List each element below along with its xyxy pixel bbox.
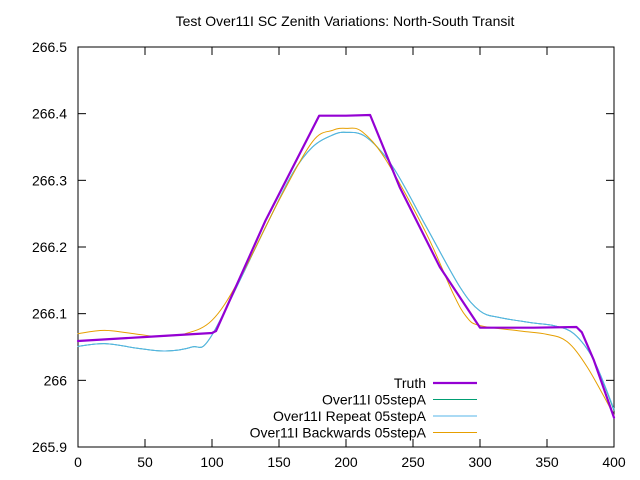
x-tick-label: 300 (468, 454, 492, 470)
y-tick-label: 266.5 (32, 39, 67, 55)
series-line-2 (77, 131, 615, 410)
chart-title: Test Over11I SC Zenith Variations: North… (176, 13, 515, 29)
y-tick-label: 266.4 (32, 106, 67, 122)
legend-label-0: Truth (394, 375, 426, 391)
x-tick-label: 0 (74, 454, 82, 470)
y-tick-label: 266 (44, 372, 68, 388)
y-tick-label: 265.9 (32, 439, 67, 455)
x-tick-label: 200 (334, 454, 358, 470)
x-tick-label: 100 (200, 454, 224, 470)
series-line-0 (76, 113, 616, 419)
plot-frame (77, 46, 615, 448)
x-tick-label: 250 (401, 454, 425, 470)
y-tick-label: 266.1 (32, 306, 67, 322)
series-lines (76, 113, 616, 419)
axis-ticks: 0 50 100 150 200 250 300 350 400 265.9 266 266.1 266… (32, 39, 626, 470)
legend-label-3: Over11I Backwards 05stepA (250, 425, 427, 441)
legend-label-1: Over11I 05stepA (322, 392, 427, 408)
legend-label-2: Over11I Repeat 05stepA (273, 408, 427, 424)
x-tick-label: 400 (602, 454, 626, 470)
y-tick-label: 266.2 (32, 239, 67, 255)
x-tick-label: 50 (137, 454, 153, 470)
series-line-1 (77, 131, 615, 411)
y-tick-label: 266.3 (32, 172, 67, 188)
series-line-3 (77, 127, 615, 416)
x-tick-label: 350 (535, 454, 559, 470)
x-tick-label: 150 (267, 454, 291, 470)
